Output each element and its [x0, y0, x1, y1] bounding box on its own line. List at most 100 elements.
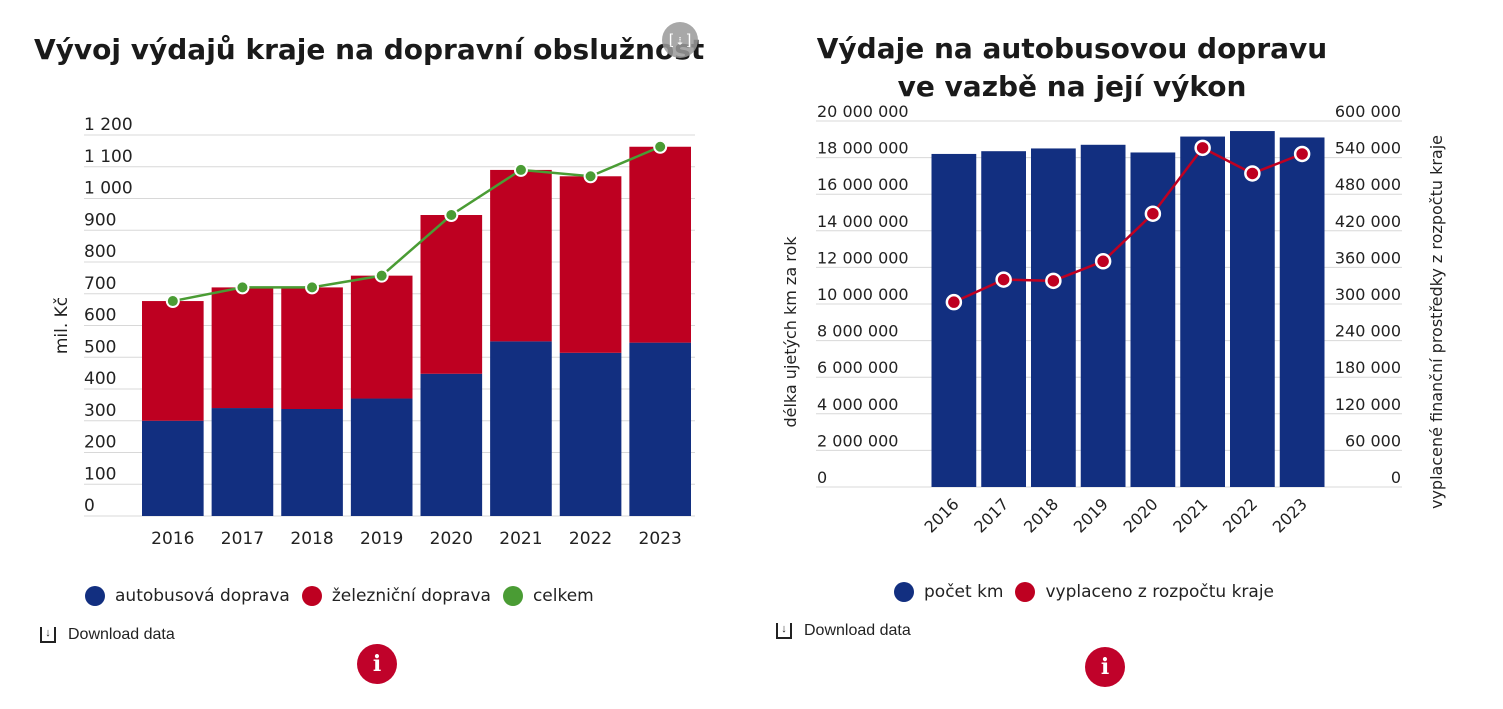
y-tick-label: 0: [817, 468, 827, 487]
y-tick-label: 14 000 000: [817, 212, 909, 231]
y-tick-label: 0: [84, 496, 95, 516]
point-celkem: [235, 280, 250, 295]
x-tick-label: 2016: [920, 494, 962, 536]
bar-zeleznicni-doprava: [420, 215, 483, 374]
y-right-tick-label: 180 000: [1335, 358, 1401, 377]
x-tick-label: 2017: [970, 494, 1012, 536]
point-celkem: [513, 162, 528, 177]
y-tick-label: 8 000 000: [817, 322, 898, 341]
y-tick-label: 6 000 000: [817, 358, 898, 377]
point-vyplaceno: [1293, 145, 1311, 163]
legend-item-total[interactable]: celkem: [502, 586, 594, 606]
download-data-button[interactable]: ↓ Download data: [776, 622, 911, 640]
export-menu-icon[interactable]: [⇣]: [662, 22, 698, 58]
bar-autobusova-doprava: [281, 409, 343, 516]
x-tick-label: 2022: [569, 529, 612, 549]
legend-dot-paid: [1015, 582, 1036, 602]
legend: autobusová doprava železniční doprava ce…: [85, 586, 594, 606]
y-tick-label: 900: [84, 210, 116, 230]
chart-panel-right: Výdaje na autobusovou dopravu ve vazbě n…: [752, 0, 1503, 709]
bar-zeleznicni-doprava: [350, 275, 413, 399]
y-right-tick-label: 480 000: [1335, 175, 1401, 194]
legend-item-paid[interactable]: vyplaceno z rozpočtu kraje: [1015, 582, 1274, 602]
info-icon[interactable]: i: [1085, 647, 1125, 687]
y-right-tick-label: 240 000: [1335, 322, 1401, 341]
y-tick-label: 18 000 000: [817, 139, 909, 158]
bar-pocet-km: [1230, 131, 1275, 487]
y-tick-label: 600: [84, 306, 116, 326]
x-tick-label: 2020: [430, 529, 473, 549]
y-tick-label: 4 000 000: [817, 395, 898, 414]
y-tick-label: 300: [84, 401, 116, 421]
legend-dot-bus: [85, 586, 105, 606]
info-icon[interactable]: i: [357, 644, 397, 684]
bar-autobusova-doprava: [211, 408, 274, 516]
y-right-tick-label: 0: [1391, 468, 1401, 487]
bar-pocet-km: [1279, 137, 1325, 487]
bar-pocet-km: [981, 151, 1026, 487]
combo-bar-line-chart: 0 2 000 000 4 000 000 6 000 000 8 000 000 10 …: [781, 102, 1446, 537]
legend-item-bus[interactable]: autobusová doprava: [85, 586, 290, 606]
y-right-tick-label: 420 000: [1335, 212, 1401, 231]
x-tick-label: 2019: [1070, 494, 1112, 536]
chart-title: Výdaje na autobusovou dopravu ve vazbě n…: [792, 30, 1352, 106]
y-right-tick-label: 60 000: [1345, 431, 1401, 450]
legend-label: železniční doprava: [331, 586, 491, 606]
point-vyplaceno: [1194, 139, 1211, 157]
bar-zeleznicni-doprava: [629, 146, 691, 343]
y-tick-label: 16 000 000: [817, 175, 909, 194]
x-tick-label: 2021: [1169, 494, 1211, 536]
chart-title: Vývoj výdajů kraje na dopravní obslužnos…: [34, 33, 705, 66]
x-tick-label: 2021: [499, 529, 542, 549]
y-tick-label: 10 000 000: [817, 285, 909, 304]
x-tick-label: 2016: [151, 529, 194, 549]
x-tick-label: 2022: [1219, 494, 1261, 536]
bar-pocet-km: [931, 153, 977, 487]
legend-item-rail[interactable]: železniční doprava: [301, 586, 491, 606]
download-data-button[interactable]: ↓ Download data: [40, 626, 175, 644]
legend-item-km[interactable]: počet km: [894, 582, 1003, 602]
point-celkem: [305, 280, 320, 295]
x-tick-label: 2017: [221, 529, 264, 549]
bar-zeleznicni-doprava: [281, 287, 343, 410]
point-celkem: [374, 268, 389, 283]
legend: počet km vyplaceno z rozpočtu kraje: [894, 582, 1274, 602]
bar-pocet-km: [1130, 152, 1176, 487]
y-tick-label: 800: [84, 242, 116, 262]
point-vyplaceno: [945, 293, 963, 311]
y-tick-label: 1 000: [84, 179, 133, 199]
point-celkem: [165, 294, 180, 309]
y-right-tick-label: 600 000: [1335, 102, 1401, 121]
x-tick-label: 2020: [1119, 494, 1161, 536]
download-label: Download data: [804, 622, 911, 639]
legend-label: počet km: [924, 582, 1004, 602]
y-tick-label: 200: [84, 433, 116, 453]
y-tick-label: 1 200: [84, 115, 133, 135]
point-vyplaceno: [1144, 205, 1162, 222]
bar-zeleznicni-doprava: [142, 301, 204, 421]
y-tick-label: 400: [84, 369, 116, 389]
download-label: Download data: [68, 626, 175, 643]
y-tick-label: 2 000 000: [817, 431, 898, 450]
x-tick-label: 2018: [290, 529, 333, 549]
chart-title-line-1: Výdaje na autobusovou dopravu: [816, 32, 1328, 65]
y-axis-label: délka ujetých km za rok: [781, 236, 800, 428]
bar-pocet-km: [1031, 148, 1076, 487]
y-tick-label: 100: [84, 464, 116, 484]
y-right-tick-label: 300 000: [1335, 285, 1401, 304]
x-tick-label: 2019: [360, 529, 403, 549]
y-tick-label: 12 000 000: [817, 248, 909, 267]
line-celkem: [172, 145, 661, 303]
bar-autobusova-doprava: [490, 341, 552, 516]
x-tick-label: 2023: [639, 529, 682, 549]
legend-label: celkem: [532, 586, 594, 606]
download-icon: ↓: [776, 623, 792, 639]
stacked-bar-chart: 0 100 200 300 400 500 600 700 800 900 1 000 1 100 1 …: [52, 115, 695, 549]
download-icon: ↓: [40, 627, 56, 643]
chart-panel-left: Vývoj výdajů kraje na dopravní obslužnos…: [34, 22, 705, 684]
bar-zeleznicni-doprava: [559, 176, 622, 353]
bar-autobusova-doprava: [420, 373, 483, 516]
y-right-tick-label: 120 000: [1335, 395, 1401, 414]
bar-pocet-km: [1180, 136, 1225, 487]
y-tick-label: 1 100: [84, 147, 133, 167]
